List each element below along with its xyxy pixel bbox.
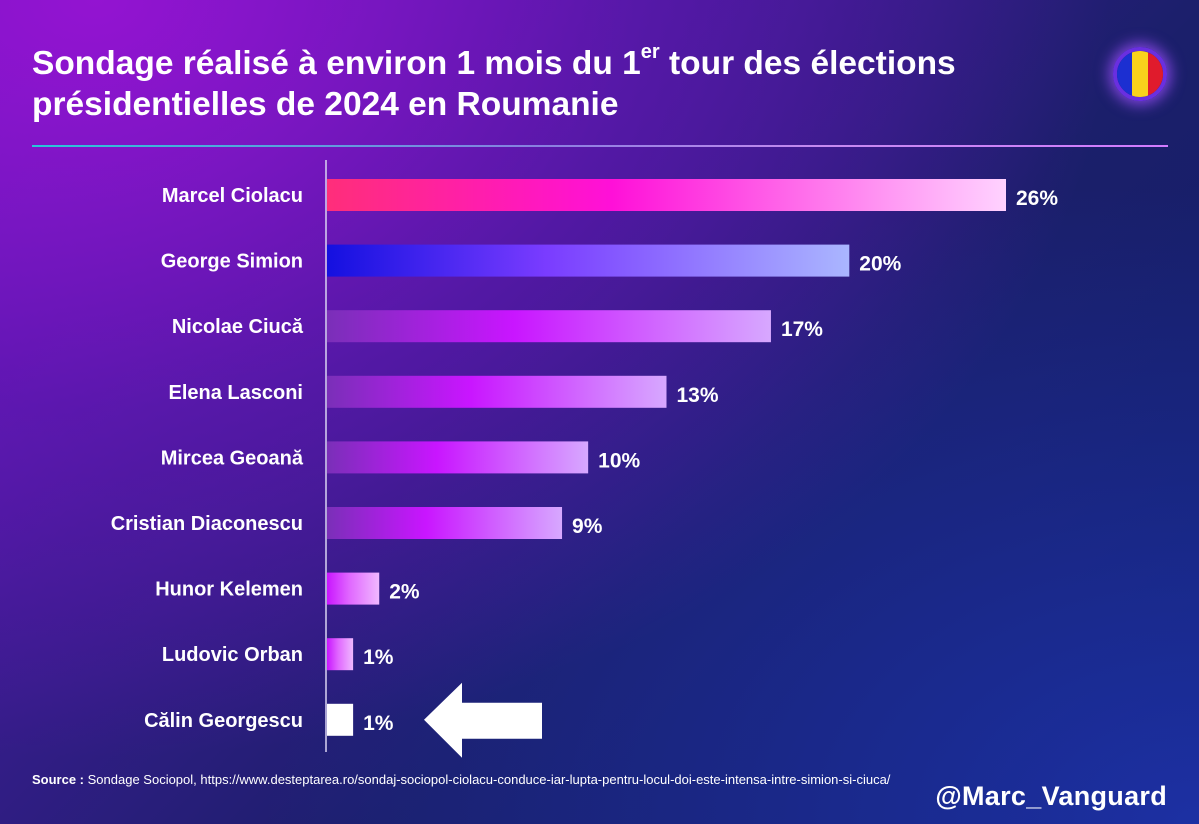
bar (327, 703, 354, 736)
page-title: Sondage réalisé à environ 1 mois du 1er … (32, 41, 956, 124)
category-label: Hunor Kelemen (155, 579, 303, 601)
value-label: 13% (677, 384, 719, 407)
bar (327, 244, 850, 277)
source-note: Source : Sondage Sociopol, https://www.d… (32, 772, 891, 787)
arrow-left-icon (424, 682, 542, 758)
bar (327, 179, 1006, 211)
value-label: 9% (572, 515, 603, 538)
flag-stripe-blue (1117, 51, 1133, 97)
value-label: 1% (363, 712, 394, 735)
value-label: 20% (859, 253, 901, 276)
bar (327, 572, 380, 605)
category-label: Nicolae Ciucă (172, 316, 304, 338)
category-label: Mircea Geoană (161, 447, 304, 469)
bar (327, 441, 589, 474)
title-divider (32, 145, 1168, 147)
bar (327, 375, 667, 408)
category-label: George Simion (161, 251, 303, 273)
author-handle: @Marc_Vanguard (935, 781, 1167, 811)
category-label: Călin Georgescu (144, 710, 303, 732)
value-label: 17% (781, 318, 823, 341)
title-superscript: er (640, 41, 660, 63)
flag-stripe-red (1147, 51, 1163, 97)
category-label: Cristian Diaconescu (111, 513, 303, 535)
category-label: Marcel Ciolacu (162, 185, 303, 207)
value-label: 26% (1016, 187, 1058, 210)
bar (327, 638, 354, 671)
value-label: 2% (389, 581, 420, 604)
category-label: Elena Lasconi (169, 382, 304, 404)
flag-stripe-yellow (1132, 51, 1148, 97)
value-label: 1% (363, 646, 394, 669)
bar (327, 310, 771, 343)
value-label: 10% (598, 449, 640, 472)
romania-flag-icon (1113, 47, 1167, 101)
category-label: Ludovic Orban (162, 644, 303, 666)
bar (327, 507, 563, 539)
